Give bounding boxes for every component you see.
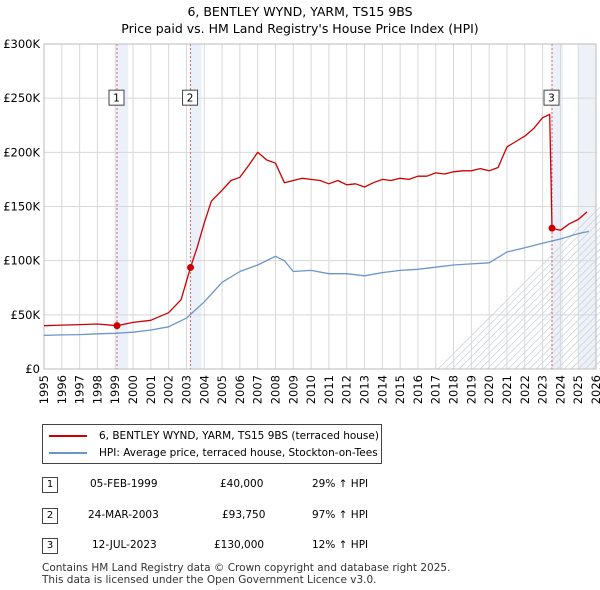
sale-number-box <box>108 89 125 106</box>
y-tick-label: £50K <box>11 308 41 322</box>
sale-point <box>187 263 195 271</box>
footer-copyright: Contains HM Land Registry data © Crown c… <box>42 562 451 574</box>
x-tick-label: 2014 <box>375 375 389 404</box>
x-tick-label: 2021 <box>500 375 514 404</box>
x-tick-label: 2024 <box>553 375 567 404</box>
y-tick-label: £200K <box>3 145 40 159</box>
x-tick-label: 2002 <box>162 375 176 404</box>
x-tick-label: 2026 <box>589 375 600 404</box>
x-tick-label: 2001 <box>144 375 158 404</box>
table-row: 1 05-FEB-1999 £40,000 29% ↑ HPI <box>0 476 600 496</box>
transaction-hpi: 29% ↑ HPI <box>312 478 369 490</box>
chart-subtitle: Price paid vs. HM Land Registry's House … <box>121 21 479 36</box>
y-tick-label: £0 <box>25 362 40 376</box>
y-tick-label: £250K <box>3 91 40 105</box>
x-tick-label: 2009 <box>286 375 300 404</box>
x-tick-label: 2022 <box>518 375 532 404</box>
x-tick-label: 2005 <box>215 375 229 404</box>
sale-number-label: 3 <box>548 93 555 105</box>
legend-swatch-property <box>49 435 87 437</box>
future-hatch <box>542 311 600 370</box>
x-tick-label: 1997 <box>73 375 87 404</box>
x-tick-label: 1998 <box>90 375 104 404</box>
x-tick-label: 2010 <box>304 375 318 404</box>
plot-frame <box>43 43 597 370</box>
sale-point <box>548 224 556 232</box>
x-tick-label: 2025 <box>571 375 585 404</box>
x-tick-label: 2012 <box>340 375 354 404</box>
x-tick-label: 1999 <box>108 375 122 404</box>
transaction-badge: 2 <box>42 508 58 524</box>
x-tick-label: 2000 <box>126 375 140 404</box>
x-tick-label: 2013 <box>358 375 372 404</box>
sale-number-box <box>543 89 560 106</box>
chart-legend: 6, BENTLEY WYND, YARM, TS15 9BS (terrace… <box>42 424 382 464</box>
y-tick-label: £100K <box>3 254 40 268</box>
x-tick-label: 2011 <box>322 375 336 404</box>
legend-label-hpi: HPI: Average price, terraced house, Stoc… <box>99 447 378 459</box>
legend-swatch-hpi <box>49 452 87 454</box>
transaction-date: 24-MAR-2003 <box>88 509 159 521</box>
x-tick-label: 2006 <box>233 375 247 404</box>
transaction-hpi: 12% ↑ HPI <box>312 539 369 551</box>
price-chart: £0 £50K £100K £150K £200K £250K £300K 1995 1996 1… <box>3 37 600 404</box>
transaction-badge: 3 <box>42 538 58 554</box>
legend-label-property: 6, BENTLEY WYND, YARM, TS15 9BS (terrace… <box>99 430 379 442</box>
y-tick-label: £150K <box>3 200 40 214</box>
x-tick-label: 2016 <box>411 375 425 404</box>
hpi-line <box>43 230 590 337</box>
transaction-price: £40,000 <box>220 478 264 490</box>
x-tick-label: 2007 <box>251 375 265 404</box>
x-tick-label: 2017 <box>429 375 443 404</box>
sale-point <box>113 322 121 330</box>
transaction-price: £130,000 <box>214 539 265 551</box>
chart-title: 6, BENTLEY WYND, YARM, TS15 9BS <box>187 4 413 19</box>
x-tick-label: 2020 <box>482 375 496 404</box>
x-tick-label: 2023 <box>536 375 550 404</box>
x-tick-label: 2008 <box>268 375 282 404</box>
table-row: 2 24-MAR-2003 £93,750 97% ↑ HPI <box>0 507 600 527</box>
transaction-hpi: 97% ↑ HPI <box>312 509 369 521</box>
sale-number-label: 1 <box>113 93 120 105</box>
x-tick-label: 1995 <box>37 375 51 404</box>
table-row: 3 12-JUL-2023 £130,000 12% ↑ HPI <box>0 537 600 557</box>
sale-number-label: 2 <box>187 93 194 105</box>
x-tick-label: 1996 <box>55 375 69 404</box>
transaction-date: 12-JUL-2023 <box>92 539 157 551</box>
x-tick-label: 2019 <box>464 375 478 404</box>
transaction-badge: 1 <box>42 477 58 493</box>
y-tick-label: £300K <box>3 37 40 51</box>
x-tick-label: 2004 <box>197 375 211 404</box>
sale-number-box <box>182 89 199 106</box>
x-tick-label: 2015 <box>393 375 407 404</box>
x-tick-label: 2018 <box>447 375 461 404</box>
footer-licence: This data is licensed under the Open Gov… <box>42 574 377 586</box>
transaction-date: 05-FEB-1999 <box>90 478 158 490</box>
transaction-price: £93,750 <box>222 509 266 521</box>
x-tick-label: 2003 <box>179 375 193 404</box>
